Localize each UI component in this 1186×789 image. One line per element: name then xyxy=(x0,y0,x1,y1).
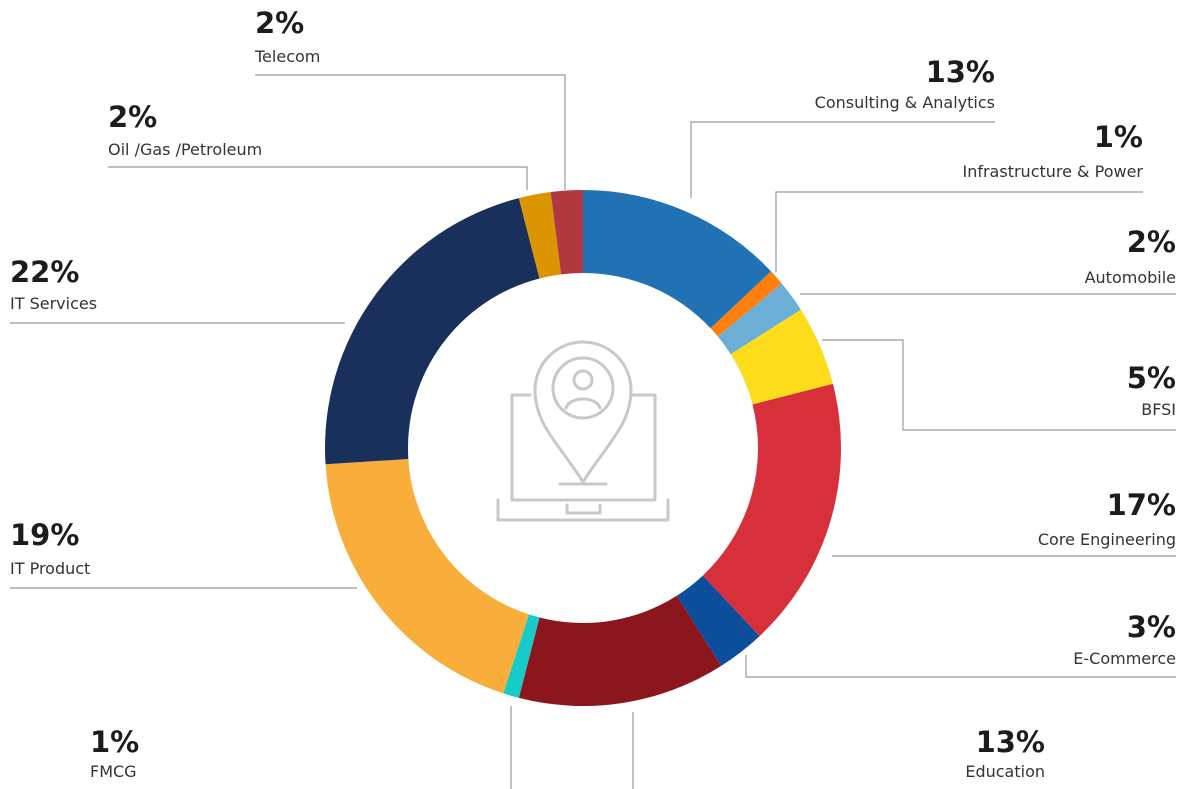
slice xyxy=(710,271,782,337)
slice xyxy=(503,614,540,698)
percent-label: 13% xyxy=(976,725,1045,759)
percent-label: 22% xyxy=(10,255,79,289)
percent-label: 2% xyxy=(255,6,304,40)
percent-label: 13% xyxy=(926,55,995,89)
category-label: FMCG xyxy=(90,762,137,781)
slice xyxy=(325,458,529,694)
category-label: Oil /Gas /Petroleum xyxy=(108,140,262,159)
slice xyxy=(702,383,841,637)
category-label: Consulting & Analytics xyxy=(815,93,995,112)
slice xyxy=(676,575,760,666)
leader-line xyxy=(690,121,995,198)
percent-label: 1% xyxy=(1094,120,1143,154)
category-label: Telecom xyxy=(254,47,320,66)
percent-label: 2% xyxy=(108,100,157,134)
category-label: BFSI xyxy=(1141,400,1176,419)
slice xyxy=(550,190,583,275)
leader-line xyxy=(745,655,1176,678)
percent-label: 5% xyxy=(1127,361,1176,395)
category-label: Automobile xyxy=(1085,268,1176,287)
center-icon xyxy=(496,340,670,522)
category-label: IT Services xyxy=(10,294,97,313)
percent-label: 19% xyxy=(10,518,79,552)
slice xyxy=(717,283,801,355)
slice xyxy=(324,198,540,465)
percent-label: 17% xyxy=(1107,488,1176,522)
leader-line xyxy=(108,166,528,190)
slice xyxy=(518,595,722,706)
category-label: Core Engineering xyxy=(1038,530,1176,549)
leader-line xyxy=(775,191,1143,272)
slice xyxy=(730,309,833,405)
percent-label: 3% xyxy=(1127,610,1176,644)
category-label: Infrastructure & Power xyxy=(962,162,1143,181)
category-label: Education xyxy=(965,762,1045,781)
percent-label: 2% xyxy=(1127,225,1176,259)
slice xyxy=(583,190,772,329)
leader-line xyxy=(822,339,1176,431)
slice xyxy=(518,192,562,279)
percent-label: 1% xyxy=(90,725,139,759)
category-label: IT Product xyxy=(10,559,90,578)
category-label: E-Commerce xyxy=(1073,649,1176,668)
leader-line xyxy=(255,74,566,190)
